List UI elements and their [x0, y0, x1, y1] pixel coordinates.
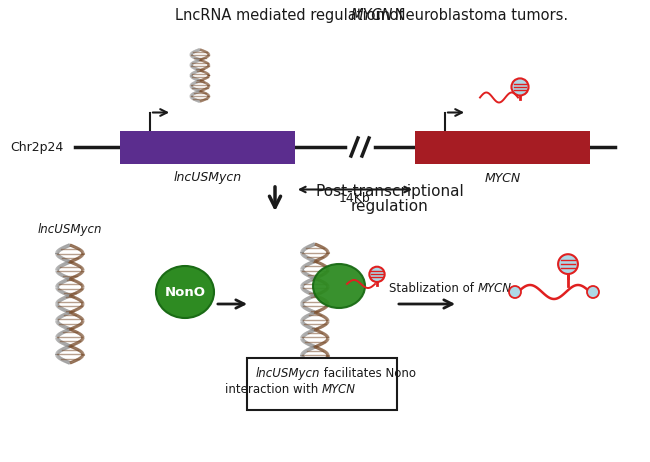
Text: MYCN: MYCN	[350, 8, 393, 23]
Circle shape	[509, 286, 521, 298]
Text: facilitates Nono: facilitates Nono	[320, 367, 416, 380]
Text: lncUSMycn: lncUSMycn	[255, 367, 320, 380]
Ellipse shape	[313, 264, 365, 308]
Text: interaction with: interaction with	[225, 383, 322, 396]
Text: Chr2p24: Chr2p24	[10, 140, 63, 153]
Ellipse shape	[156, 266, 214, 318]
Circle shape	[369, 267, 385, 282]
Text: NonO: NonO	[164, 286, 205, 298]
Circle shape	[587, 286, 599, 298]
Text: MYCN: MYCN	[478, 281, 512, 294]
Text: in Neuroblastoma tumors.: in Neuroblastoma tumors.	[372, 8, 569, 23]
Text: LncRNA mediated regulation of: LncRNA mediated regulation of	[175, 8, 408, 23]
FancyBboxPatch shape	[247, 358, 397, 410]
Circle shape	[558, 254, 578, 274]
Bar	[120, 130, 295, 164]
Bar	[415, 130, 590, 164]
Text: lncUSMycn: lncUSMycn	[38, 223, 102, 236]
Text: regulation: regulation	[351, 199, 429, 214]
Text: Stablization of: Stablization of	[389, 281, 478, 294]
Circle shape	[512, 79, 528, 96]
Text: Post-transcriptional: Post-transcriptional	[316, 184, 464, 199]
Text: MYCN: MYCN	[322, 383, 356, 396]
Text: MYCN: MYCN	[484, 171, 521, 184]
Text: lncUSMycn: lncUSMycn	[174, 171, 242, 184]
Text: 14Kb: 14Kb	[339, 192, 371, 205]
